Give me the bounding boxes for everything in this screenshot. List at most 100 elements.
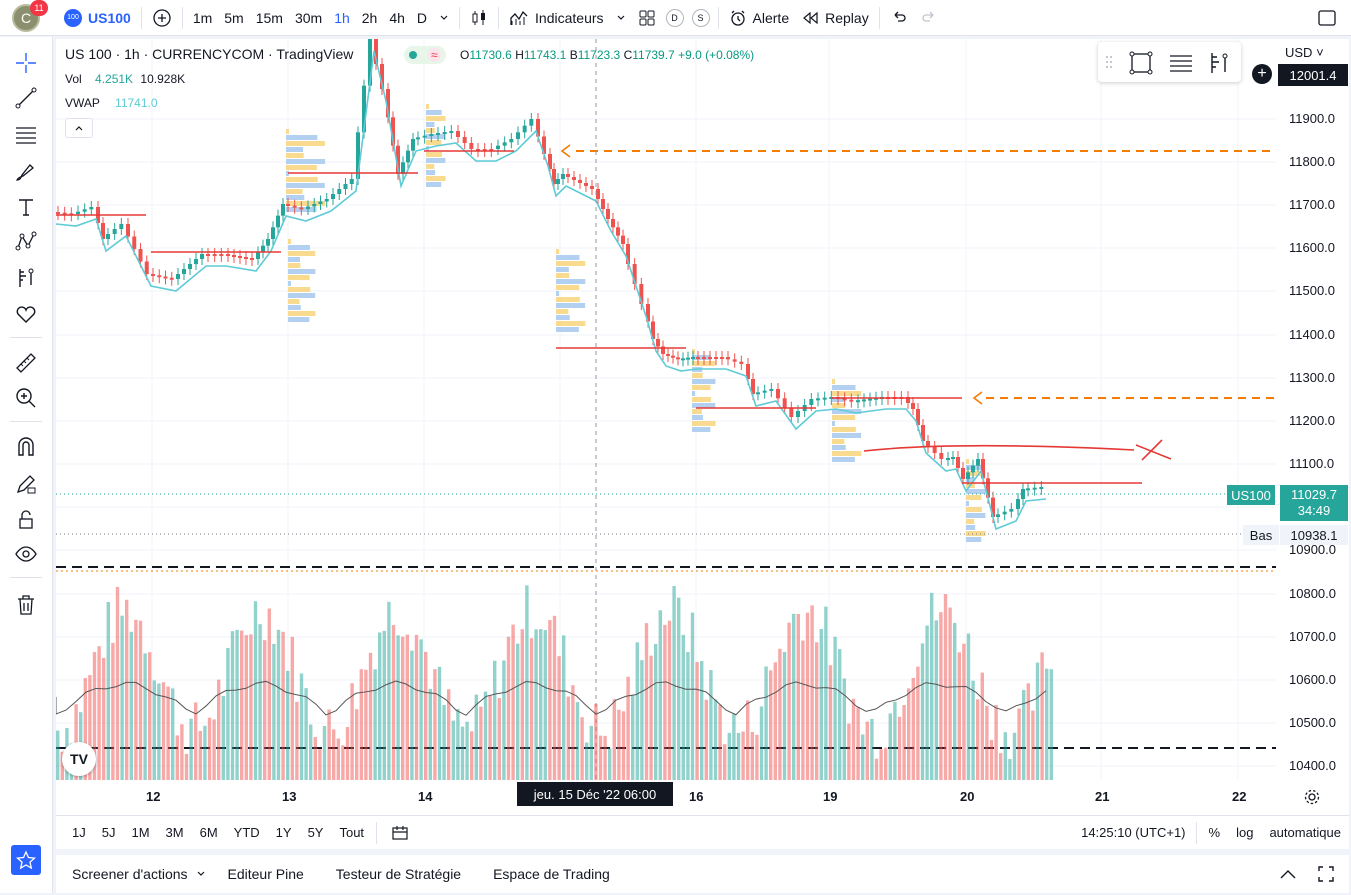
- zoom-in-icon[interactable]: [12, 384, 40, 412]
- volume-bar: [336, 738, 340, 780]
- open-label: O: [460, 48, 470, 62]
- chart-settings-gear-icon[interactable]: [1303, 788, 1321, 809]
- add-plus-icon[interactable]: +: [1252, 64, 1272, 84]
- volume-bar: [382, 630, 386, 780]
- layout-grid-icon[interactable]: [632, 0, 662, 36]
- range-5j[interactable]: 5J: [101, 825, 116, 840]
- volume-bar: [166, 686, 170, 780]
- clock-time[interactable]: 14:25:10 (UTC+1): [1081, 825, 1186, 840]
- tab-pine-editor[interactable]: Editeur Pine: [227, 866, 304, 882]
- percent-scale-toggle[interactable]: %: [1208, 825, 1221, 840]
- prediction-tool-icon[interactable]: [1206, 50, 1232, 79]
- tab-trading-panel[interactable]: Espace de Trading: [493, 866, 610, 882]
- volume-bar: [451, 720, 455, 780]
- volume-profile-bar: [288, 263, 301, 268]
- collapse-panel-chevron-up-icon[interactable]: [1273, 856, 1311, 892]
- brush-icon[interactable]: [12, 158, 40, 186]
- d-button[interactable]: D: [665, 8, 684, 27]
- interval-1h[interactable]: 1h: [334, 9, 350, 26]
- tab-strategy-tester[interactable]: Testeur de Stratégie: [335, 866, 462, 882]
- interval-2h[interactable]: 2h: [361, 9, 378, 26]
- volume-bar: [819, 628, 823, 780]
- ruler-icon[interactable]: [12, 349, 40, 377]
- alert-button[interactable]: Alerte: [723, 0, 796, 36]
- range-1m[interactable]: 1M: [131, 825, 150, 840]
- range-all[interactable]: Tout: [339, 825, 365, 840]
- candle-body: [696, 357, 700, 359]
- text-tool-icon[interactable]: [12, 193, 40, 221]
- range-1y[interactable]: 1Y: [275, 825, 292, 840]
- indicators-button[interactable]: Indicateurs: [503, 0, 609, 36]
- volume-bar: [424, 651, 428, 780]
- s-button[interactable]: S: [691, 8, 710, 27]
- volume-bar: [497, 698, 501, 780]
- volume-bar: [989, 740, 994, 780]
- candle-style-icon[interactable]: [464, 0, 494, 36]
- magnet-icon[interactable]: [12, 433, 40, 461]
- crosshair-icon[interactable]: [12, 49, 40, 77]
- candle-body: [476, 149, 480, 151]
- candle-body: [536, 119, 540, 137]
- chart-canvas[interactable]: [56, 39, 1349, 815]
- volume-profile-bar: [288, 287, 311, 292]
- tradingview-logo-icon[interactable]: TV: [62, 742, 96, 776]
- market-status-badge[interactable]: ≈: [404, 46, 446, 64]
- interval-1m[interactable]: 1m: [192, 9, 213, 26]
- volume-bar: [479, 706, 483, 780]
- redo-icon[interactable]: [914, 0, 944, 36]
- pencil-lock-icon[interactable]: [12, 470, 40, 498]
- rectangle-tool-icon[interactable]: [1128, 50, 1154, 79]
- interval-dropdown-chevron-icon[interactable]: [433, 0, 455, 36]
- collapse-legend-chevron-up-icon[interactable]: [65, 118, 93, 138]
- symbol-search-button[interactable]: 100 US100: [58, 0, 137, 36]
- interval-4h[interactable]: 4h: [389, 9, 405, 26]
- undo-icon[interactable]: [884, 0, 914, 36]
- interval-15m[interactable]: 15m: [255, 9, 283, 26]
- volume-bar: [621, 711, 626, 780]
- currency-selector[interactable]: USD ˅: [1285, 45, 1324, 60]
- separator: [181, 6, 183, 29]
- interval-30m[interactable]: 30m: [294, 9, 323, 26]
- lock-icon[interactable]: [12, 506, 40, 534]
- interval-5m[interactable]: 5m: [224, 9, 244, 26]
- volume-bar: [276, 629, 281, 780]
- tab-stock-screener[interactable]: Screener d'actions: [56, 856, 212, 892]
- lines-tool-icon[interactable]: [1168, 50, 1194, 79]
- range-ytd[interactable]: YTD: [233, 825, 260, 840]
- volume-bar: [690, 612, 695, 780]
- maximize-panel-icon[interactable]: [1311, 856, 1349, 892]
- range-6m[interactable]: 6M: [199, 825, 218, 840]
- indicators-dropdown-chevron-icon[interactable]: [610, 0, 632, 36]
- range-3m[interactable]: 3M: [165, 825, 184, 840]
- eye-icon[interactable]: [12, 540, 40, 568]
- range-1j[interactable]: 1J: [72, 825, 86, 840]
- interval-d[interactable]: D: [416, 9, 428, 26]
- pattern-tool-icon[interactable]: [12, 228, 40, 256]
- volume-profile-bar: [966, 495, 982, 500]
- range-5y[interactable]: 5Y: [307, 825, 324, 840]
- candle-body: [386, 89, 390, 118]
- chart-pane[interactable]: [56, 39, 1349, 848]
- replay-button[interactable]: Replay: [795, 0, 875, 36]
- price-tick-label: 10400.0: [1289, 758, 1336, 773]
- trend-line-icon[interactable]: [12, 84, 40, 112]
- fib-lines-icon[interactable]: [12, 121, 40, 149]
- date-range-calendar-icon[interactable]: [381, 815, 419, 851]
- volume-profile-bar: [288, 317, 310, 322]
- fullscreen-window-icon[interactable]: [1311, 0, 1343, 36]
- star-watchlist-icon[interactable]: [11, 845, 41, 875]
- trash-icon[interactable]: [12, 591, 40, 619]
- volume-profile-bar: [692, 415, 703, 420]
- candle-body: [996, 514, 1000, 517]
- volume-profile-bar: [286, 189, 303, 194]
- volume-profile-bar: [832, 391, 862, 396]
- drag-handle-icon[interactable]: [1104, 54, 1114, 73]
- volume-bar: [953, 622, 957, 780]
- candle-body: [986, 478, 990, 498]
- prediction-tool-icon[interactable]: [12, 264, 40, 292]
- candle-body: [708, 357, 712, 359]
- auto-scale-toggle[interactable]: automatique: [1269, 825, 1341, 840]
- heart-icon[interactable]: [12, 300, 40, 328]
- compare-add-icon[interactable]: [146, 0, 178, 36]
- log-scale-toggle[interactable]: log: [1236, 825, 1254, 840]
